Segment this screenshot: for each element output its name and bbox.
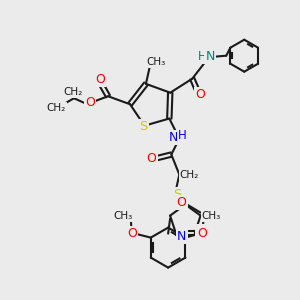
Text: CH₃: CH₃ — [113, 211, 132, 220]
Text: O: O — [95, 73, 105, 86]
Text: CH₃: CH₃ — [202, 211, 221, 220]
Text: CH₃: CH₃ — [146, 57, 166, 67]
Text: S: S — [173, 188, 182, 201]
Text: O: O — [127, 227, 137, 240]
Text: O: O — [85, 96, 95, 109]
Text: N: N — [196, 225, 206, 238]
Text: H: H — [178, 129, 187, 142]
Text: O: O — [197, 227, 207, 240]
Text: O: O — [176, 196, 186, 209]
Text: N: N — [169, 131, 178, 144]
Text: CH₂: CH₂ — [46, 103, 66, 113]
Text: N: N — [177, 230, 187, 243]
Text: H: H — [198, 50, 207, 63]
Text: S: S — [139, 120, 148, 133]
Text: CH₂: CH₂ — [63, 87, 82, 97]
Text: O: O — [146, 152, 156, 165]
Text: N: N — [206, 50, 215, 63]
Text: CH₂: CH₂ — [180, 169, 199, 179]
Text: O: O — [195, 88, 205, 101]
